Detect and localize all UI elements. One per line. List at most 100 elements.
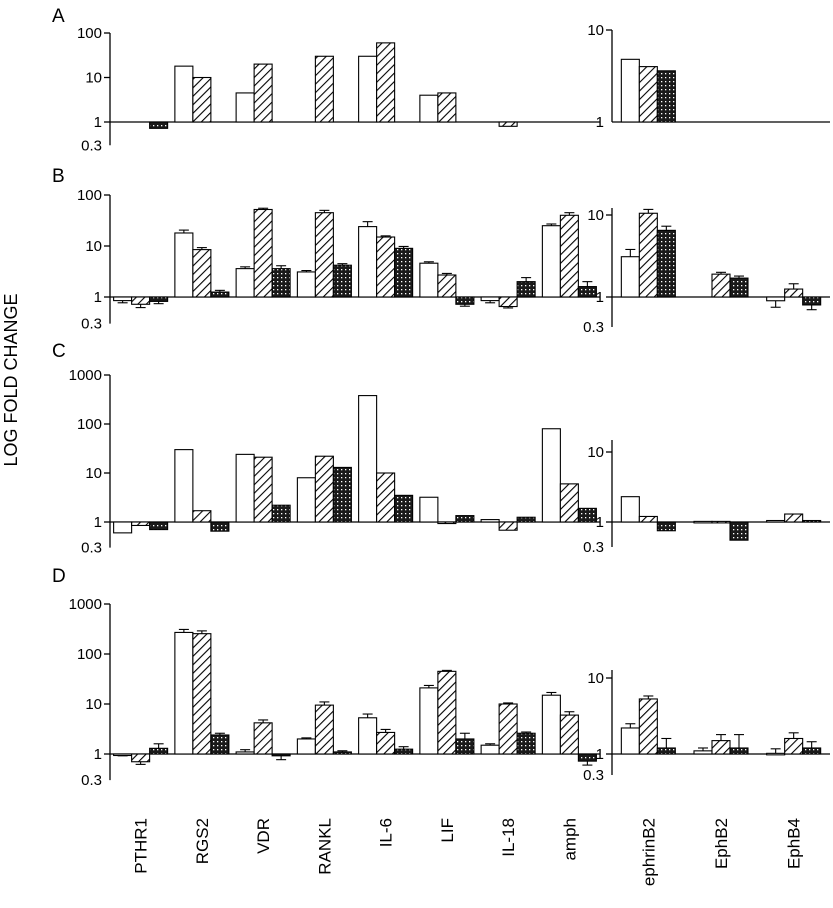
panel-c-right-tick-label: 10: [587, 444, 604, 461]
panel-b-left-bar-vdr-hatched: [253, 208, 273, 298]
panel-c-left-bar-pthr1-open: [113, 521, 133, 534]
panel-c-left-bar-rankl-open: [296, 477, 316, 523]
panel-c-right-bar-ephb4-dotted: [802, 519, 822, 523]
panel-b-right-tick-label: 1: [596, 289, 604, 306]
category-label-rgs2: RGS2: [193, 818, 212, 864]
panel-c-left-bar-il-18-open: [480, 519, 500, 523]
panel-c-left-bar-rgs2-open: [174, 449, 194, 523]
panel-d-left-tick-label: 1: [94, 746, 102, 763]
category-label-vdr: VDR: [254, 818, 273, 854]
category-label-lif: LIF: [438, 818, 457, 843]
panel-c-left-bar-rankl-dotted: [332, 466, 352, 523]
panel-b-right-bar-ephb4-open: [766, 296, 786, 302]
panel-a-right-bar-ephrinb2-hatched: [638, 66, 658, 123]
panel-a: A 0.3 1 10 100 1 10: [52, 6, 830, 154]
panel-d-left-bar-vdr-hatched: [253, 722, 273, 755]
panel-c-right-tick-label: 1: [596, 514, 604, 531]
panel-b-left-bar-lif-dotted: [455, 296, 475, 305]
category-label-ephrinb2: ephrinB2: [639, 818, 658, 886]
panel-d-left-tick-label: 100: [77, 646, 102, 663]
panel-c-left-bar-vdr-open: [235, 453, 255, 523]
panel-c-left-bar-lif-open: [419, 496, 439, 523]
panel-d-left-bar-vdr-dotted: [271, 753, 291, 757]
y-axis-label: LOG FOLD CHANGE: [1, 293, 21, 466]
panel-b-left-bar-vdr-dotted: [271, 268, 291, 298]
panel-c-left-tick-label: 0.3: [81, 540, 102, 557]
category-label-rankl: RANKL: [315, 818, 334, 875]
panel-a-left-bar-rankl-hatched: [314, 55, 334, 123]
panel-b-left-bar-il-6-dotted: [394, 247, 414, 298]
panel-a-left-bar-pthr1-dotted: [149, 121, 169, 129]
panel-c-left-bar-lif-hatched: [437, 521, 457, 525]
panel-b-right-bar-ephb4-dotted: [802, 296, 822, 306]
panel-d-right-bar-ephrinb2-dotted: [656, 747, 676, 755]
panel-b-left-bar-rgs2-hatched: [192, 249, 212, 298]
panel-c-left-bar-il-6-hatched: [376, 472, 396, 523]
panel-c-right-bar-ephrinb2-dotted: [656, 521, 676, 532]
panel-c-right-bar-ephb4-hatched: [784, 513, 804, 523]
panel-c-right-bar-ephb4-open: [766, 519, 786, 523]
panel-c-left-bar-il-18-dotted: [516, 516, 536, 523]
panel-b-left-bar-rgs2-dotted: [210, 291, 230, 298]
panel-a-left-bar-il-6-hatched: [376, 42, 396, 123]
panel-a-left-bar-rgs2-hatched: [192, 76, 212, 123]
panel-a-left-tick-label: 0.3: [81, 137, 102, 154]
panel-b-right-tick-label: 0.3: [583, 319, 604, 336]
panel-d-right-bar-ephrinb2-open: [620, 727, 640, 755]
panel-b-left-bar-il-6-hatched: [376, 236, 396, 298]
panel-d-left-tick-label: 10: [85, 696, 102, 713]
panel-c-left-bar-il-18-hatched: [498, 521, 518, 531]
panel-a-right-tick-label: 1: [596, 114, 604, 131]
panel-b-left-bar-il-18-dotted: [516, 281, 536, 298]
panel-d-left-bar-lif-open: [419, 687, 439, 755]
panel-d-right-tick-label: 1: [596, 746, 604, 763]
panel-b-left-bar-rankl-open: [296, 271, 316, 298]
panel-b-left-bar-amph-dotted: [577, 286, 597, 298]
panel-a-left-tick-label: 100: [77, 25, 102, 42]
panel-c-right-bar-ephb2-dotted: [729, 521, 749, 541]
panel-c-left-bar-rgs2-dotted: [210, 521, 230, 532]
panel-b-left-bar-vdr-open: [235, 268, 255, 298]
panel-b-left-bar-il-18-hatched: [498, 296, 518, 308]
chart-panels: A 0.3 1 10 100 1 10 B 0.3 1 10 100 0.3 1 10 C 0.3 1 10 100 1…: [52, 6, 830, 789]
panel-c-right-bar-ephrinb2-hatched: [638, 515, 658, 523]
panel-c-left-tick-label: 100: [77, 416, 102, 433]
panel-d-left-bar-rgs2-open: [174, 631, 194, 755]
panel-d-left-bar-pthr1-dotted: [149, 747, 169, 755]
panel-c-left-bar-amph-dotted: [577, 507, 597, 523]
panel-d-right-bar-ephb2-hatched: [711, 740, 731, 755]
category-label-il-18: IL-18: [499, 818, 518, 857]
panel-c-right-bar-ephb2-open: [693, 520, 713, 524]
panel-d-left-bar-rankl-dotted: [332, 751, 352, 755]
category-label-ephb4: EphB4: [785, 818, 804, 869]
panel-d-left-bar-il-18-hatched: [498, 703, 518, 755]
panel-label: D: [52, 566, 66, 587]
panel-b-left-bar-il-6-open: [358, 226, 378, 298]
panel-b-left-bar-pthr1-open: [113, 296, 133, 302]
panel-c-left-tick-label: 10: [85, 465, 102, 482]
panel-b-right-bar-ephrinb2-dotted: [656, 229, 676, 298]
category-label-il-6: IL-6: [377, 818, 396, 847]
panel-c-left-bar-rgs2-hatched: [192, 510, 212, 523]
panel-d-right-bar-ephb4-dotted: [802, 747, 822, 755]
panel-c-right-tick-label: 0.3: [583, 539, 604, 556]
panel-c-left-bar-rankl-hatched: [314, 455, 334, 523]
panel-a-left-tick-label: 10: [85, 70, 102, 87]
panel-d-left-bar-lif-dotted: [455, 738, 475, 755]
panel-c: C 0.3 1 10 100 1000 0.3 1 10: [52, 341, 830, 557]
panel-label: A: [52, 6, 65, 27]
panel-a-left-bar-il-18-hatched: [498, 121, 518, 127]
panel-d-right-bar-ephb4-open: [766, 752, 786, 756]
panel-d-left-tick-label: 1000: [69, 596, 102, 613]
panel-b: B 0.3 1 10 100 0.3 1 10: [52, 166, 830, 336]
panel-b-left-bar-lif-hatched: [437, 274, 457, 298]
panel-d-left-bar-il-18-dotted: [516, 732, 536, 755]
panel-c-left-bar-lif-dotted: [455, 515, 475, 523]
panel-d-left-bar-il-6-open: [358, 717, 378, 755]
panel-d-right-tick-label: 0.3: [583, 767, 604, 784]
panel-b-left-bar-rgs2-open: [174, 232, 194, 298]
panel-b-left-bar-amph-hatched: [559, 214, 579, 298]
panel-d-left-bar-pthr1-hatched: [131, 753, 151, 763]
panel-c-left-bar-pthr1-hatched: [131, 521, 151, 527]
